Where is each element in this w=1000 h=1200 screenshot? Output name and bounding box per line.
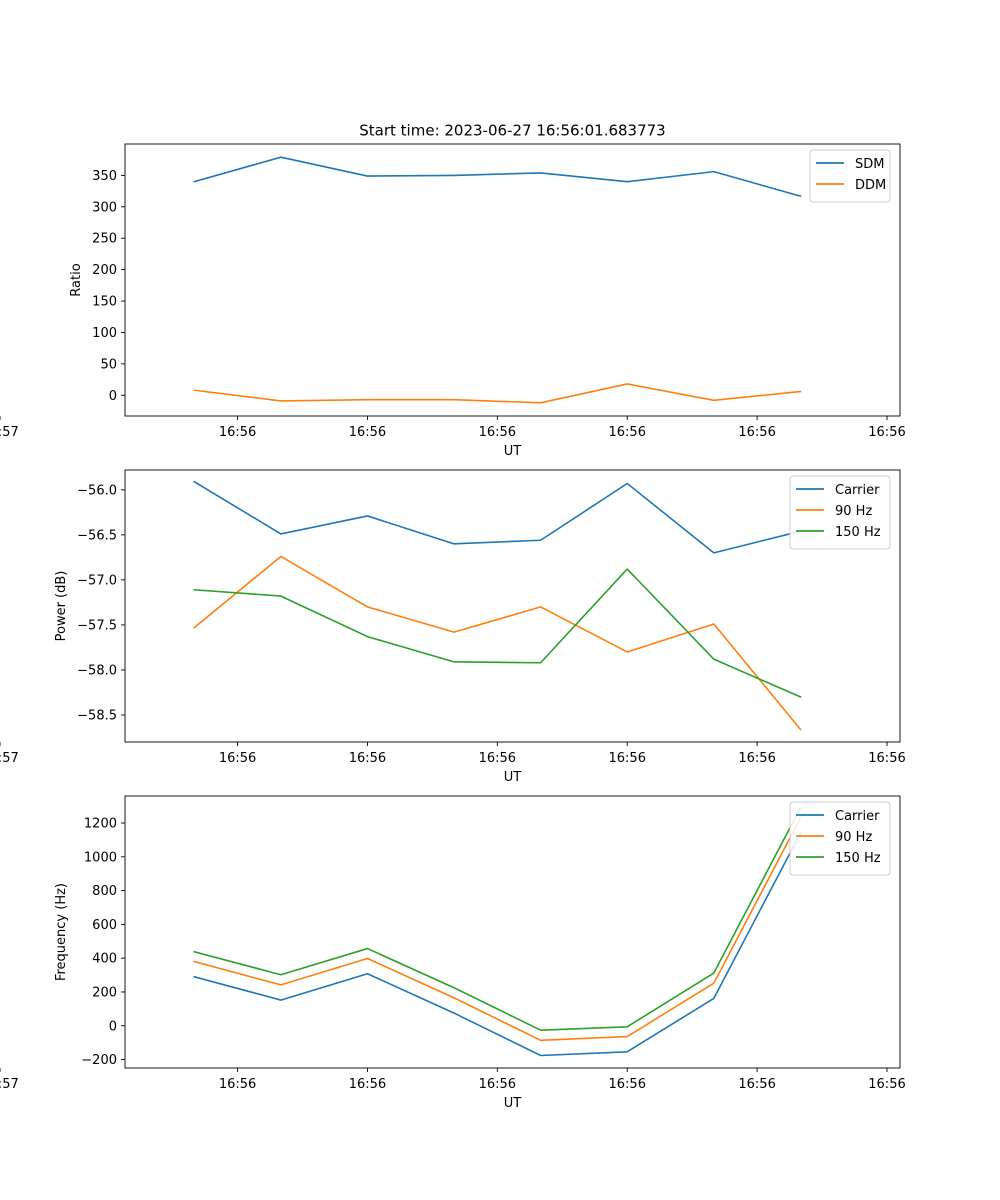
- y-tick-label: 1000: [84, 850, 117, 865]
- y-tick-label: 100: [92, 326, 117, 341]
- x-axis-label: UT: [504, 770, 522, 785]
- x-tick-label: 16:56: [609, 751, 646, 766]
- y-tick-label: 200: [92, 263, 117, 278]
- x-axis-label: UT: [504, 1096, 522, 1111]
- y-tick-label: 200: [92, 985, 117, 1000]
- y-axis-label: Ratio: [69, 263, 84, 296]
- axes-frame: [124, 795, 901, 1069]
- x-tick-label: 16:56: [349, 425, 386, 440]
- legend: Carrier 90 Hz 150 Hz: [789, 801, 891, 876]
- legend-entry-label: 150 Hz: [835, 525, 881, 540]
- x-tick-label: 16:56: [868, 425, 905, 440]
- y-tick-label: 400: [92, 952, 117, 967]
- y-tick-label: 350: [92, 169, 117, 184]
- x-tick-label: 16:56: [868, 751, 905, 766]
- y-tick-label: −56.5: [77, 528, 117, 543]
- y-tick-label: 50: [100, 357, 117, 372]
- y-tick-label: −58.5: [77, 708, 117, 723]
- x-tick-label: 16:56: [609, 1077, 646, 1092]
- legend-entry-label: Carrier: [835, 483, 880, 498]
- series-line-90-hz: [193, 816, 802, 1042]
- x-tick-label: 16:57: [0, 425, 19, 440]
- x-axis-label: UT: [504, 444, 522, 459]
- y-tick-label: 300: [92, 200, 117, 215]
- y-tick-label: −57.5: [77, 618, 117, 633]
- y-tick-label: −56.0: [77, 483, 117, 498]
- legend-entry-label: DDM: [855, 178, 886, 193]
- x-tick-label: 16:56: [738, 1077, 775, 1092]
- x-tick-label: 16:56: [609, 425, 646, 440]
- x-tick-label: 16:56: [219, 425, 256, 440]
- series-line-sdm: [193, 156, 802, 198]
- legend-entry-label: SDM: [855, 157, 884, 172]
- x-tick-label: 16:56: [479, 751, 516, 766]
- x-tick-label: 16:56: [738, 425, 775, 440]
- chart-panel-2: −58.5 −58.0 −57.5 −57.0 −56.5 −56.0 16:56 16:56…: [0, 469, 906, 785]
- axes-container: 0 50 100 150 200 250 300 350 16:56 16:56 16:56 16:5…: [0, 143, 906, 1111]
- legend-entry-label: Carrier: [835, 809, 880, 824]
- y-tick-label: −200: [81, 1053, 117, 1068]
- series-line-ddm: [193, 383, 802, 404]
- legend-entry-label: 150 Hz: [835, 851, 881, 866]
- chart-panel-1: 0 50 100 150 200 250 300 350 16:56 16:56 16:56 16:5…: [0, 143, 906, 459]
- x-tick-label: 16:57: [0, 751, 19, 766]
- x-tick-label: 16:57: [0, 1077, 19, 1092]
- legend: SDM DDM: [809, 149, 891, 203]
- y-tick-label: 150: [92, 295, 117, 310]
- figure-title: Start time: 2023-06-27 16:56:01.683773: [359, 122, 665, 140]
- y-tick-label: −58.0: [77, 663, 117, 678]
- x-tick-label: 16:56: [738, 751, 775, 766]
- legend-entry-label: 90 Hz: [835, 504, 872, 519]
- y-tick-label: 1200: [84, 817, 117, 832]
- series-line-carrier: [193, 480, 802, 554]
- y-tick-label: 800: [92, 884, 117, 899]
- x-tick-label: 16:56: [479, 1077, 516, 1092]
- chart-panel-3: −200 0 200 400 600 800 1000 1200 16:56 16:56 16:56…: [0, 795, 906, 1111]
- y-tick-label: 250: [92, 232, 117, 247]
- x-tick-label: 16:56: [479, 425, 516, 440]
- series-line-150-hz: [193, 806, 802, 1031]
- y-axis-label: Frequency (Hz): [54, 883, 69, 981]
- y-axis-label: Power (dB): [54, 571, 69, 642]
- legend: Carrier 90 Hz 150 Hz: [789, 475, 891, 550]
- legend-entry-label: 90 Hz: [835, 830, 872, 845]
- x-tick-label: 16:56: [349, 751, 386, 766]
- y-tick-label: −57.0: [77, 573, 117, 588]
- axes-frame: [124, 143, 901, 417]
- series-line-90-hz: [193, 555, 802, 731]
- y-tick-label: 0: [109, 1019, 117, 1034]
- axes-frame: [124, 469, 901, 743]
- series-line-150-hz: [193, 568, 802, 699]
- x-tick-label: 16:56: [219, 751, 256, 766]
- x-tick-label: 16:56: [349, 1077, 386, 1092]
- series-line-carrier: [193, 832, 802, 1057]
- y-tick-label: 600: [92, 918, 117, 933]
- x-tick-label: 16:56: [219, 1077, 256, 1092]
- y-tick-label: 0: [109, 389, 117, 404]
- x-tick-label: 16:56: [868, 1077, 905, 1092]
